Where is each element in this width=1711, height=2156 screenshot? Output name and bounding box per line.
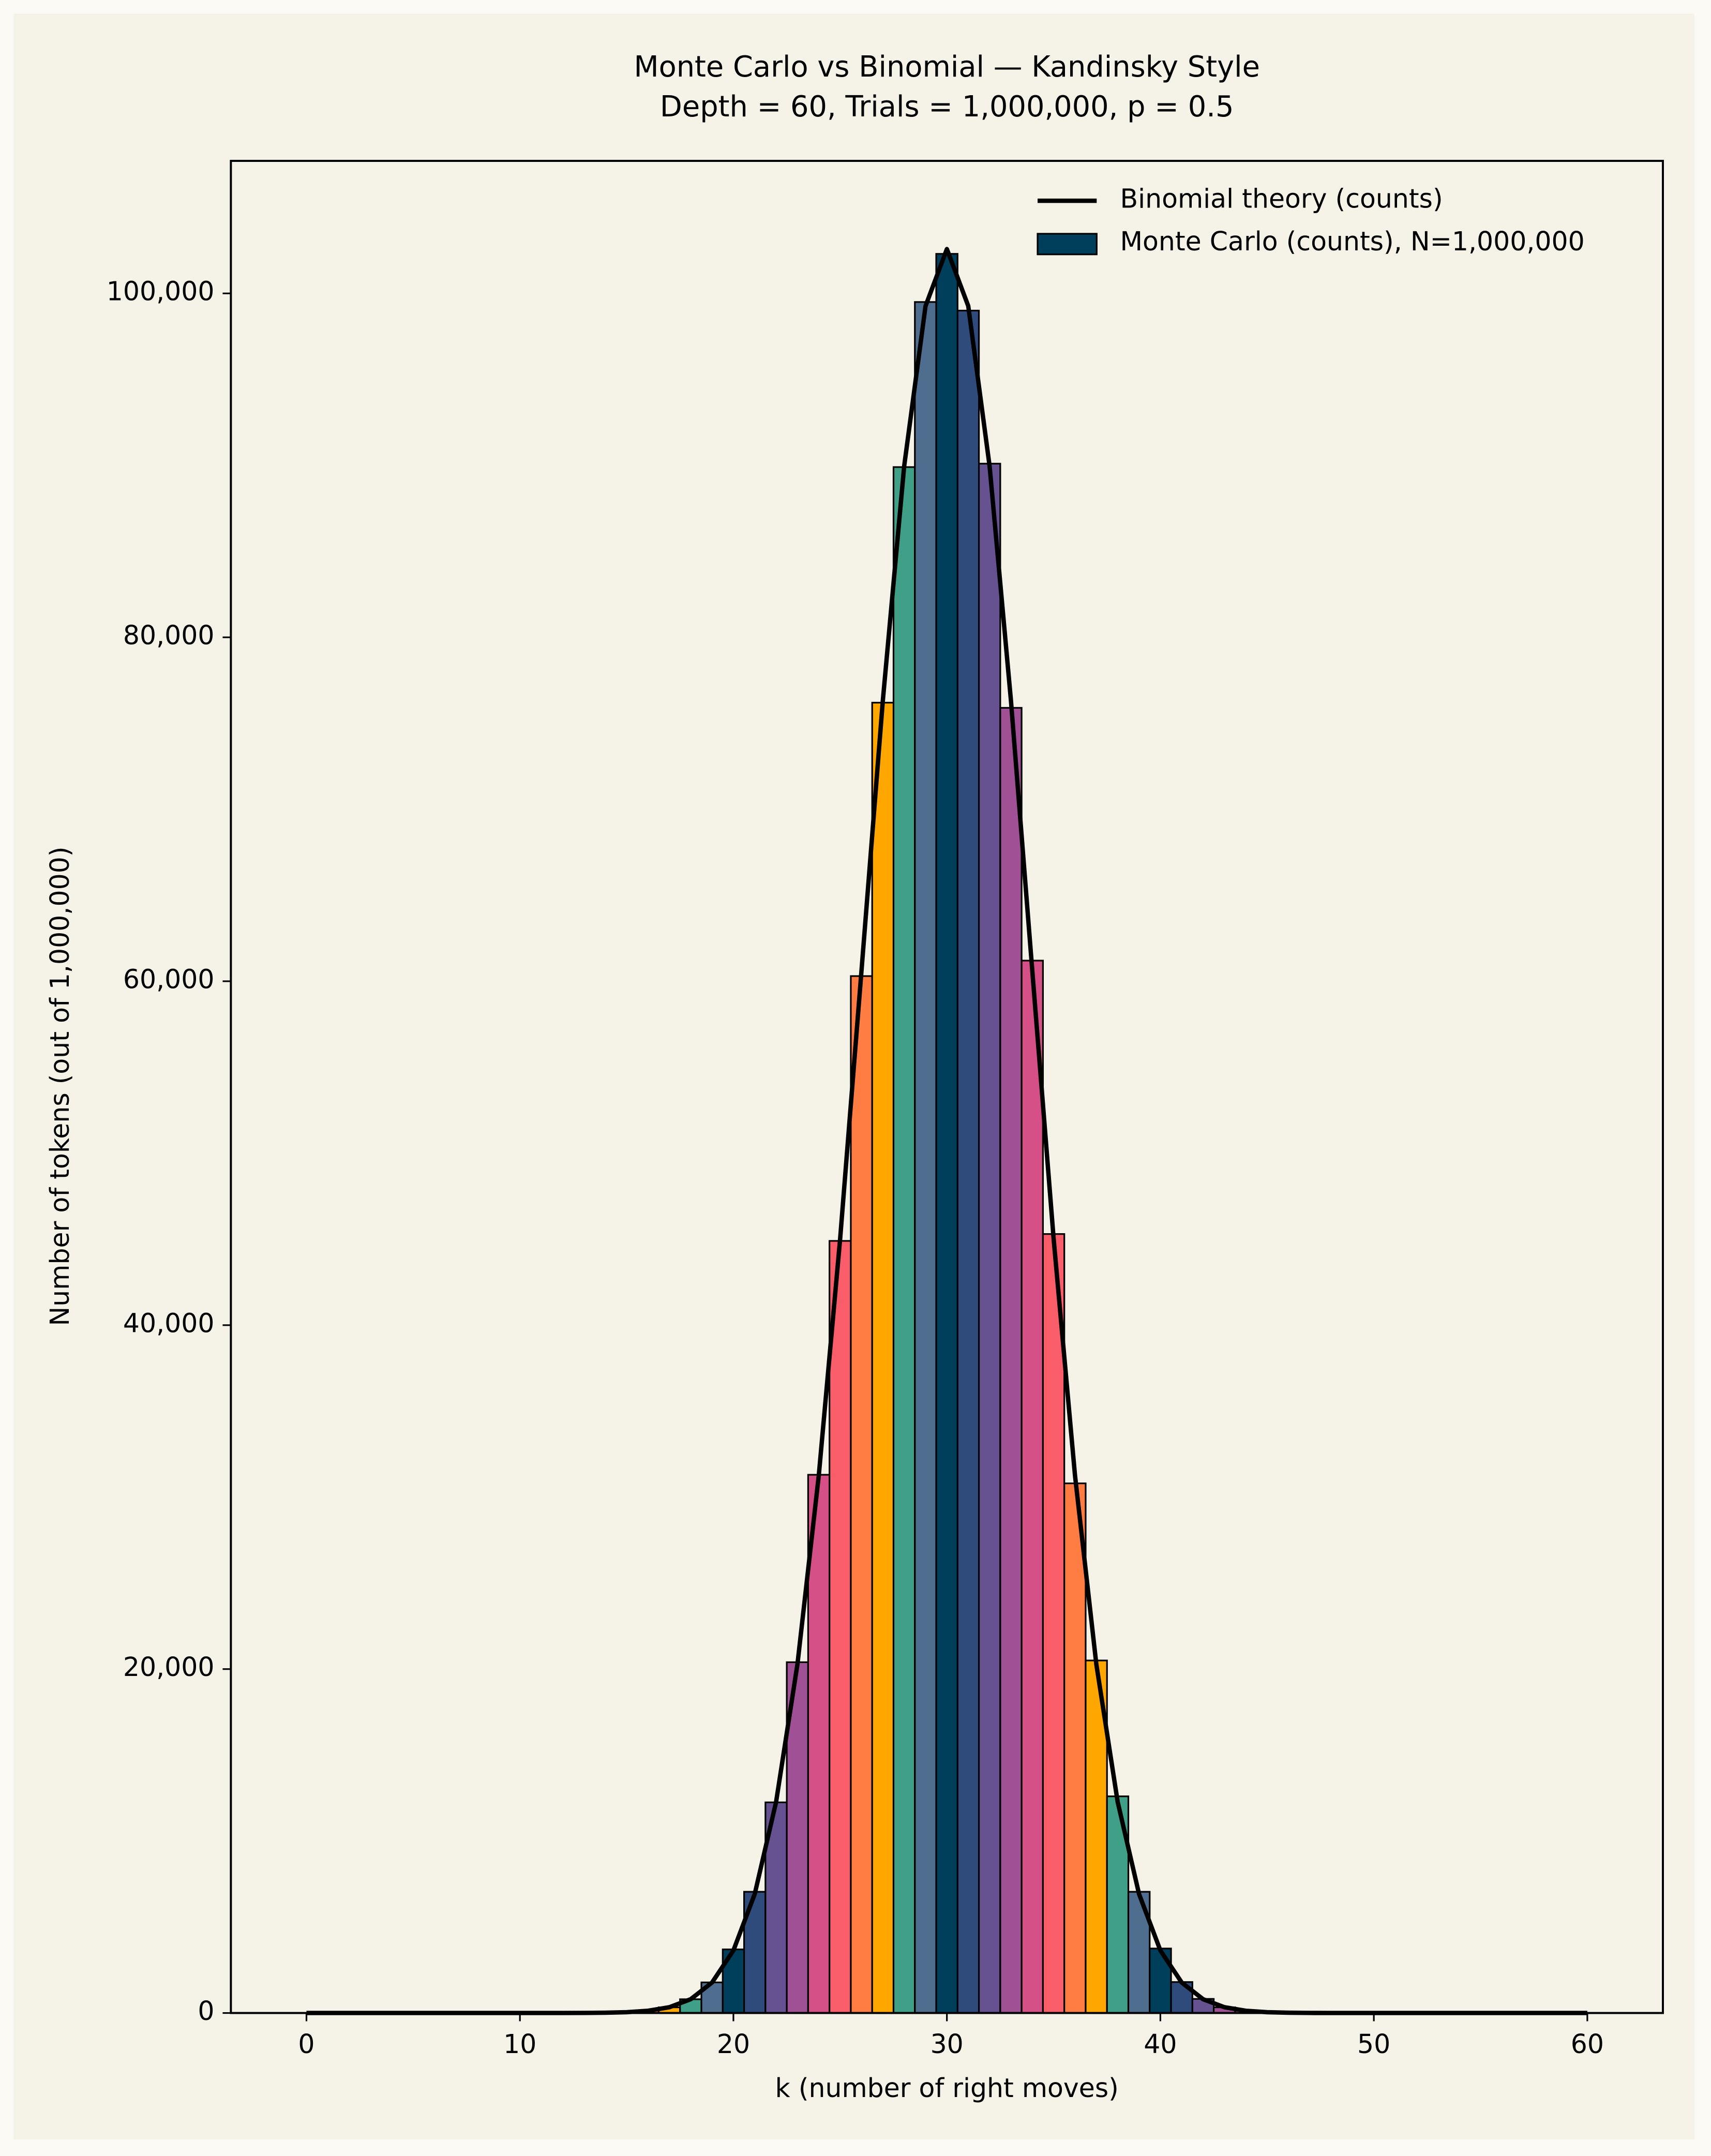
chart-subtitle: Depth = 60, Trials = 1,000,000, p = 0.5 [660,90,1234,124]
legend-label: Monte Carlo (counts), N=1,000,000 [1120,226,1584,257]
y-tick-label: 60,000 [123,964,215,994]
histogram-bar [914,301,937,2014]
histogram-bar [871,701,895,2014]
x-tick-label: 30 [930,2029,964,2059]
y-tick-label: 0 [198,1996,214,2026]
histogram-bar [850,975,873,2014]
histogram-bar [956,309,980,2014]
x-tick-label: 40 [1144,2029,1177,2059]
histogram-bar [999,707,1023,2014]
y-tick-label: 100,000 [107,276,215,307]
histogram-bar [1020,960,1044,2014]
histogram-bar [829,1240,852,2014]
histogram-bar [978,462,1001,2014]
y-tick-label: 40,000 [123,1308,215,1338]
legend-swatch [1037,233,1098,256]
x-tick-label: 50 [1357,2029,1390,2059]
histogram-bar [892,466,916,2014]
x-tick-label: 0 [298,2029,314,2059]
chart-title: Monte Carlo vs Binomial — Kandinsky Styl… [634,50,1259,84]
histogram-bar [935,253,958,2014]
x-axis-label: k (number of right moves) [775,2073,1119,2103]
legend-label: Binomial theory (counts) [1120,184,1443,214]
x-tick-label: 10 [503,2029,536,2059]
x-tick-label: 20 [717,2029,750,2059]
histogram-bar [1042,1233,1065,2014]
histogram-bar [1063,1483,1087,2014]
y-tick-label: 80,000 [123,620,215,651]
x-tick-label: 60 [1571,2029,1604,2059]
y-tick-label: 20,000 [123,1652,215,1682]
y-axis-label: Number of tokens (out of 1,000,000) [44,846,75,1326]
